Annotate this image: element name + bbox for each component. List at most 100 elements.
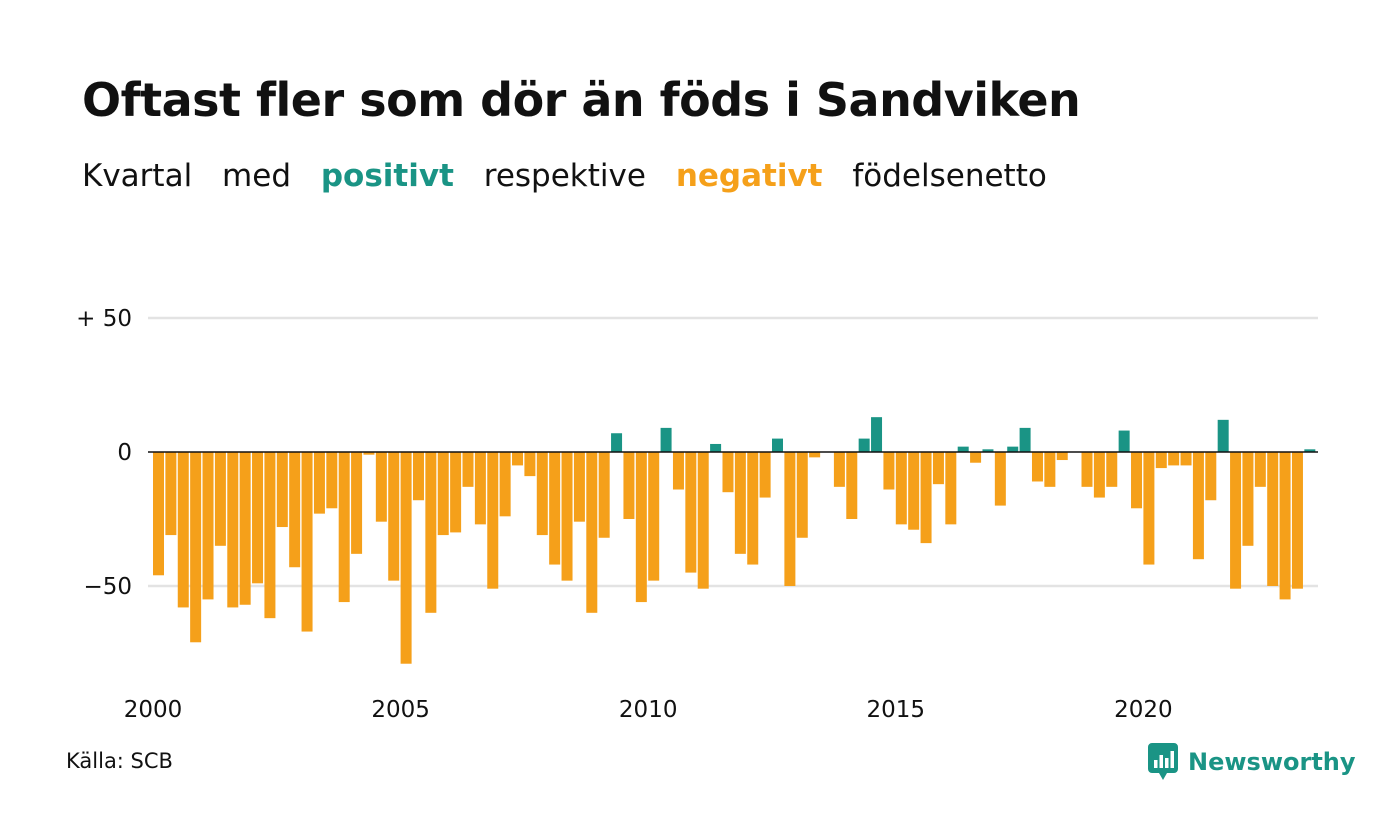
y-tick-label: + 50 bbox=[76, 306, 132, 332]
bar bbox=[524, 452, 536, 477]
bar bbox=[437, 452, 449, 536]
bar bbox=[970, 452, 982, 463]
bar bbox=[190, 452, 202, 643]
bar bbox=[1267, 452, 1279, 586]
x-tick-label: 2020 bbox=[1114, 697, 1173, 723]
bar bbox=[301, 452, 313, 632]
bar bbox=[759, 452, 771, 498]
subtitle-word-kvartal: Kvartal bbox=[82, 158, 193, 194]
bar bbox=[153, 452, 164, 576]
bar bbox=[1192, 452, 1204, 560]
bar bbox=[1106, 452, 1118, 487]
bar bbox=[177, 452, 189, 608]
bar bbox=[1056, 452, 1068, 461]
bar bbox=[1155, 452, 1167, 469]
bar bbox=[945, 452, 957, 525]
bar bbox=[1242, 452, 1254, 546]
y-tick-label: −50 bbox=[83, 574, 132, 600]
bar bbox=[846, 452, 858, 519]
bar bbox=[586, 452, 598, 613]
bar bbox=[833, 452, 845, 487]
bar bbox=[747, 452, 759, 565]
bar bbox=[549, 452, 561, 565]
bar bbox=[202, 452, 214, 600]
bar bbox=[561, 452, 573, 581]
bar bbox=[1031, 452, 1043, 482]
bar bbox=[635, 452, 647, 603]
brand-logo: Newsworthy bbox=[1148, 742, 1356, 782]
bar bbox=[499, 452, 511, 517]
bar bbox=[685, 452, 697, 573]
bar bbox=[1254, 452, 1266, 487]
bar bbox=[450, 452, 462, 533]
x-tick-label: 2005 bbox=[371, 697, 430, 723]
bar bbox=[611, 433, 623, 452]
bar bbox=[672, 452, 684, 490]
bar bbox=[536, 452, 548, 536]
bar bbox=[487, 452, 499, 589]
bar bbox=[1007, 446, 1019, 452]
bar bbox=[363, 452, 375, 455]
bar bbox=[1291, 452, 1303, 589]
bar bbox=[982, 449, 994, 452]
bar bbox=[883, 452, 895, 490]
y-tick-label: 0 bbox=[117, 440, 132, 466]
subtitle-word-respektive: respektive bbox=[483, 158, 646, 194]
bar bbox=[1143, 452, 1155, 565]
bar bbox=[1081, 452, 1093, 487]
bar bbox=[165, 452, 177, 536]
bar bbox=[796, 452, 808, 538]
bar bbox=[858, 438, 870, 452]
bar bbox=[994, 452, 1006, 506]
bar bbox=[338, 452, 350, 603]
bar bbox=[920, 452, 932, 544]
bar bbox=[1044, 452, 1056, 487]
bars bbox=[153, 417, 1316, 664]
bar bbox=[1118, 430, 1130, 452]
x-tick-label: 2010 bbox=[619, 697, 678, 723]
bar bbox=[264, 452, 276, 619]
chart-title: Oftast fler som dör än föds i Sandviken bbox=[82, 73, 1081, 127]
bar bbox=[425, 452, 437, 613]
bar bbox=[462, 452, 474, 487]
subtitle-word-fodelsenetto: födelsenetto bbox=[852, 158, 1047, 194]
x-tick-label: 2000 bbox=[124, 697, 183, 723]
subtitle-word-med: med bbox=[222, 158, 291, 194]
bar bbox=[474, 452, 486, 525]
bar bbox=[784, 452, 796, 586]
bar bbox=[1168, 452, 1180, 466]
bar bbox=[388, 452, 400, 581]
bar bbox=[239, 452, 251, 605]
newsworthy-logo-icon bbox=[1148, 743, 1178, 780]
bar bbox=[326, 452, 338, 509]
bar bbox=[1131, 452, 1143, 509]
bar bbox=[276, 452, 288, 528]
chart-subtitle: Kvartal med positivt respektive negativt… bbox=[82, 156, 1067, 196]
bar bbox=[660, 427, 672, 452]
bar bbox=[895, 452, 907, 525]
subtitle-positive-word: positivt bbox=[320, 158, 454, 194]
bar bbox=[227, 452, 239, 608]
bar bbox=[710, 443, 722, 452]
subtitle-negative-word: negativt bbox=[675, 158, 823, 194]
bar bbox=[809, 452, 821, 458]
bar bbox=[734, 452, 746, 554]
source-label: Källa: SCB bbox=[66, 749, 173, 773]
bar bbox=[932, 452, 944, 485]
bar bbox=[722, 452, 734, 493]
bar bbox=[623, 452, 635, 519]
bar bbox=[375, 452, 387, 522]
bar bbox=[1217, 419, 1229, 452]
bar bbox=[252, 452, 264, 584]
bar bbox=[598, 452, 610, 538]
bar bbox=[648, 452, 660, 581]
bar bbox=[1093, 452, 1105, 498]
bar bbox=[1019, 427, 1031, 452]
bar bbox=[313, 452, 325, 514]
brand-name: Newsworthy bbox=[1188, 748, 1356, 776]
bar bbox=[1180, 452, 1192, 466]
x-tick-label: 2015 bbox=[867, 697, 926, 723]
bar bbox=[871, 417, 883, 452]
bar bbox=[908, 452, 920, 530]
